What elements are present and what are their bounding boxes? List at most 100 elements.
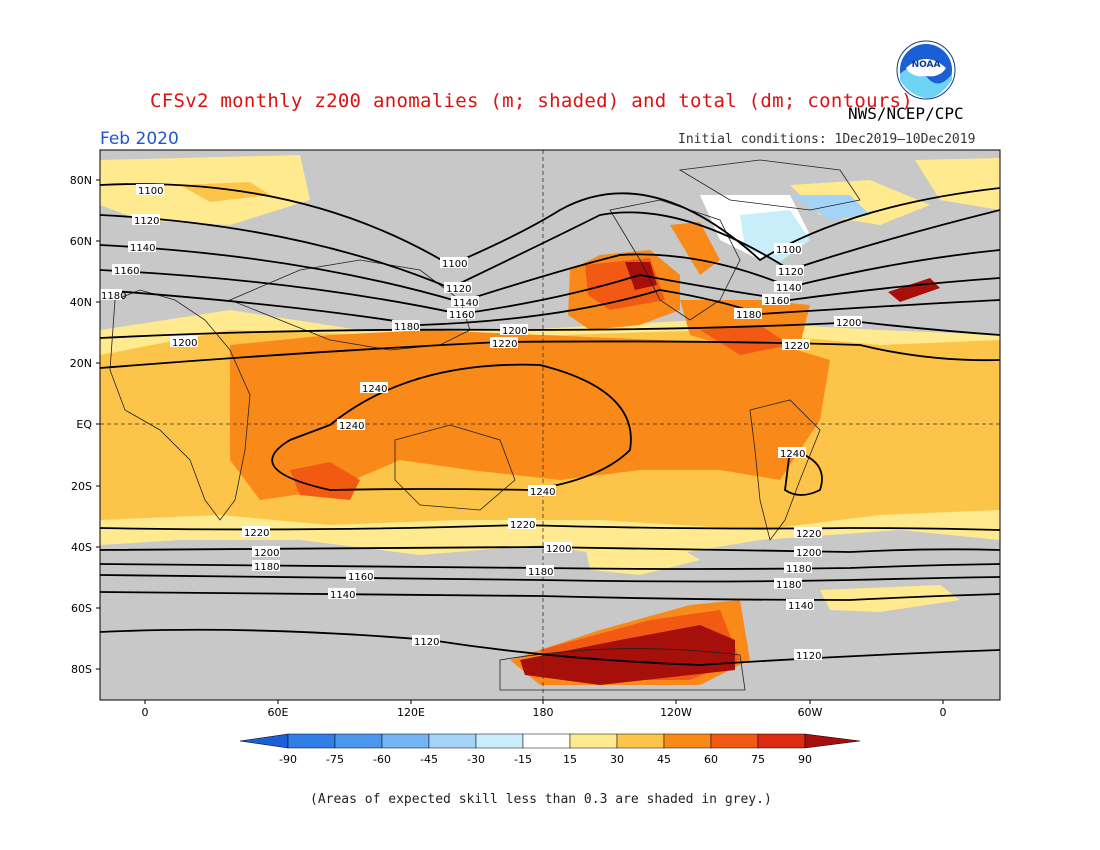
colorbar-tick-label: -60 — [373, 753, 391, 766]
lat-label: 20N — [70, 357, 92, 370]
lon-label: 120E — [397, 706, 425, 719]
contour-1220-south — [100, 524, 1000, 531]
colorbar-bin — [381, 733, 430, 749]
colorbar-tick-label: 90 — [798, 753, 812, 766]
svg-text:1160: 1160 — [348, 572, 373, 583]
height-contours — [100, 183, 1000, 666]
chart-title: CFSv2 monthly z200 anomalies (m; shaded)… — [150, 90, 914, 112]
svg-text:1160: 1160 — [449, 310, 474, 321]
svg-text:1200: 1200 — [502, 326, 527, 337]
contour-1200-north — [100, 321, 1000, 339]
axis-ticks — [96, 179, 944, 704]
svg-text:1180: 1180 — [254, 562, 279, 573]
skill-footnote: (Areas of expected skill less than 0.3 a… — [310, 792, 772, 807]
colorbar-tick-label: 45 — [657, 753, 671, 766]
svg-text:1100: 1100 — [138, 186, 163, 197]
svg-text:1140: 1140 — [453, 298, 478, 309]
colorbar-bin — [428, 733, 477, 749]
svg-text:1180: 1180 — [528, 567, 553, 578]
contour-1100 — [100, 183, 1000, 267]
svg-text:1180: 1180 — [736, 310, 761, 321]
colorbar-tick-label: 75 — [751, 753, 765, 766]
initial-conditions: Initial conditions: 1Dec2019–10Dec2019 — [678, 132, 976, 147]
svg-text:1220: 1220 — [492, 339, 517, 350]
colorbar-tick-label: -90 — [279, 753, 297, 766]
map-frame — [99, 149, 1001, 701]
svg-text:1220: 1220 — [796, 529, 821, 540]
svg-text:1120: 1120 — [414, 637, 439, 648]
colorbar-arrow-right — [804, 733, 861, 749]
lat-label: 40S — [71, 541, 92, 554]
colorbar-bin — [522, 733, 571, 749]
contour-1140-south — [100, 591, 1000, 601]
colorbar-bin — [663, 733, 712, 749]
colorbar-bin — [334, 733, 383, 749]
anomaly-region-yellow-greenland-east — [915, 158, 1000, 210]
contour-1180-north — [100, 289, 1000, 326]
svg-text:1100: 1100 — [442, 259, 467, 270]
colorbar-tick-label: 30 — [610, 753, 624, 766]
anomaly-region-orange-tropics — [230, 330, 830, 500]
lat-label: 20S — [71, 480, 92, 493]
colorbar-arrow-left — [239, 733, 289, 749]
svg-text:1240: 1240 — [362, 384, 387, 395]
svg-text:1160: 1160 — [764, 296, 789, 307]
svg-text:1200: 1200 — [254, 548, 279, 559]
svg-text:1140: 1140 — [330, 590, 355, 601]
longitude-labels: 0 60E 120E 180 120W 60W 0 — [142, 706, 947, 719]
svg-text:1240: 1240 — [780, 449, 805, 460]
lon-label: 120W — [660, 706, 692, 719]
anomaly-region-red-caribbean — [700, 325, 790, 355]
svg-text:1180: 1180 — [101, 291, 126, 302]
contour-1160-south — [100, 574, 1000, 583]
contour-1140-north — [100, 244, 1000, 303]
svg-text:1200: 1200 — [546, 544, 571, 555]
lon-label: 60E — [268, 706, 289, 719]
contour-1220-north — [100, 340, 1000, 369]
colorbar-bin — [287, 733, 336, 749]
contour-1160-north — [100, 269, 1000, 315]
svg-text:1160: 1160 — [114, 266, 139, 277]
colorbar-tick-label: -30 — [467, 753, 485, 766]
svg-text:1140: 1140 — [130, 243, 155, 254]
latitude-labels: 80N 60N 40N 20N EQ 20S 40S 60S 80S — [70, 174, 93, 676]
colorbar-bin — [616, 733, 665, 749]
agency-label: NWS/NCEP/CPC — [848, 104, 964, 123]
svg-text:1100: 1100 — [776, 245, 801, 256]
svg-text:1200: 1200 — [836, 318, 861, 329]
map-panel: 1100 1120 1140 1160 1100 1120 1140 1160 … — [70, 149, 1001, 719]
colorbar: -90 -75 -60 -45 -30 -15 15 30 45 60 75 9… — [239, 733, 861, 766]
colorbar-bin — [569, 733, 618, 749]
svg-text:1140: 1140 — [776, 283, 801, 294]
anomaly-region-darkred-antarctic — [520, 625, 735, 685]
colorbar-bin — [757, 733, 806, 749]
contour-1240-south-america — [784, 448, 823, 496]
lat-label: 80N — [70, 174, 92, 187]
lon-label: 60W — [798, 706, 823, 719]
svg-text:1180: 1180 — [786, 564, 811, 575]
contour-labels: 1100 1120 1140 1160 1100 1120 1140 1160 … — [100, 184, 862, 662]
svg-text:1220: 1220 — [784, 341, 809, 352]
svg-text:1180: 1180 — [776, 580, 801, 591]
colorbar-tick-label: 15 — [563, 753, 577, 766]
anomaly-region-yellow-south-pacific — [585, 535, 700, 575]
colorbar-tick-label: -45 — [420, 753, 438, 766]
svg-text:1140: 1140 — [788, 601, 813, 612]
svg-text:1240: 1240 — [530, 487, 555, 498]
svg-text:1120: 1120 — [446, 284, 471, 295]
colorbar-bin — [710, 733, 759, 749]
svg-text:1120: 1120 — [796, 651, 821, 662]
svg-text:1200: 1200 — [796, 548, 821, 559]
colorbar-bin — [475, 733, 524, 749]
contour-1120-south — [100, 628, 1000, 666]
colorbar-tick-label: -15 — [514, 753, 532, 766]
lon-label: 0 — [940, 706, 947, 719]
lat-label: 40N — [70, 296, 92, 309]
contour-1240 — [271, 363, 632, 491]
lat-label: 60S — [71, 602, 92, 615]
colorbar-labels: -90 -75 -60 -45 -30 -15 15 30 45 60 75 9… — [279, 753, 812, 766]
svg-text:1120: 1120 — [134, 216, 159, 227]
svg-text:1180: 1180 — [394, 322, 419, 333]
contour-1120-north — [100, 209, 1000, 289]
colorbar-tick-label: -75 — [326, 753, 344, 766]
